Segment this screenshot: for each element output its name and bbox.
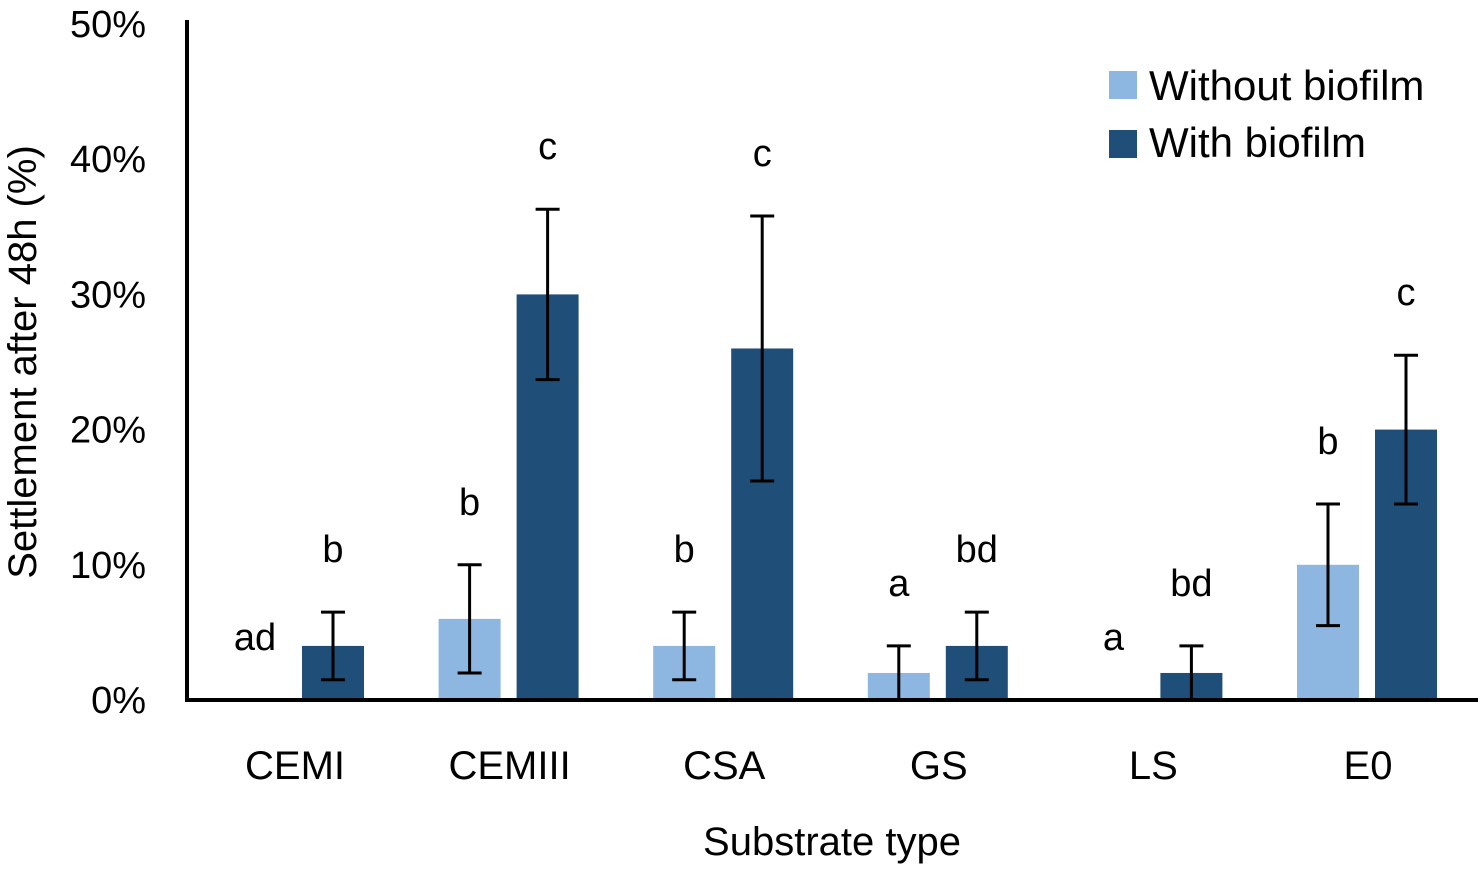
significance-letter: a xyxy=(1103,617,1125,659)
significance-letter: ad xyxy=(234,617,276,659)
x-axis-title: Substrate type xyxy=(703,820,961,864)
significance-letter: bd xyxy=(1170,563,1212,605)
significance-letter: a xyxy=(888,563,910,605)
significance-letter: b xyxy=(1317,421,1338,463)
legend-label-without-biofilm: Without biofilm xyxy=(1149,62,1424,109)
x-tick-label: E0 xyxy=(1344,744,1393,788)
x-tick-label: GS xyxy=(910,744,968,788)
x-tick-label: LS xyxy=(1129,744,1178,788)
significance-letter: bd xyxy=(956,529,998,571)
y-tick-label: 10% xyxy=(70,545,146,587)
legend-swatch-without-biofilm xyxy=(1109,71,1137,99)
y-axis-ticks: 0% 10% 20% 30% 40% 50% xyxy=(70,4,146,722)
x-tick-label: CEMIII xyxy=(448,744,570,788)
significance-letter: c xyxy=(1397,272,1416,314)
legend-swatch-with-biofilm xyxy=(1109,130,1137,158)
significance-letter: b xyxy=(674,529,695,571)
y-tick-label: 30% xyxy=(70,274,146,316)
significance-letter: b xyxy=(459,482,480,524)
significance-letter: b xyxy=(322,529,343,571)
significance-letter: c xyxy=(753,133,772,175)
significance-letter: c xyxy=(538,126,557,168)
legend-label-with-biofilm: With biofilm xyxy=(1149,119,1366,166)
y-tick-label: 20% xyxy=(70,410,146,452)
x-tick-label: CSA xyxy=(683,744,766,788)
y-tick-label: 50% xyxy=(70,4,146,46)
legend: Without biofilm With biofilm xyxy=(1109,62,1424,166)
x-tick-label: CEMI xyxy=(245,744,345,788)
error-bars-layer xyxy=(321,207,1418,702)
x-axis-category-labels: CEMI CEMIII CSA GS LS E0 xyxy=(245,744,1392,788)
significance-labels: ad b b c b c a bd a bd b c xyxy=(234,126,1416,659)
y-axis-title: Settlement after 48h (%) xyxy=(1,145,45,579)
y-tick-label: 40% xyxy=(70,139,146,181)
y-tick-label: 0% xyxy=(91,680,146,722)
